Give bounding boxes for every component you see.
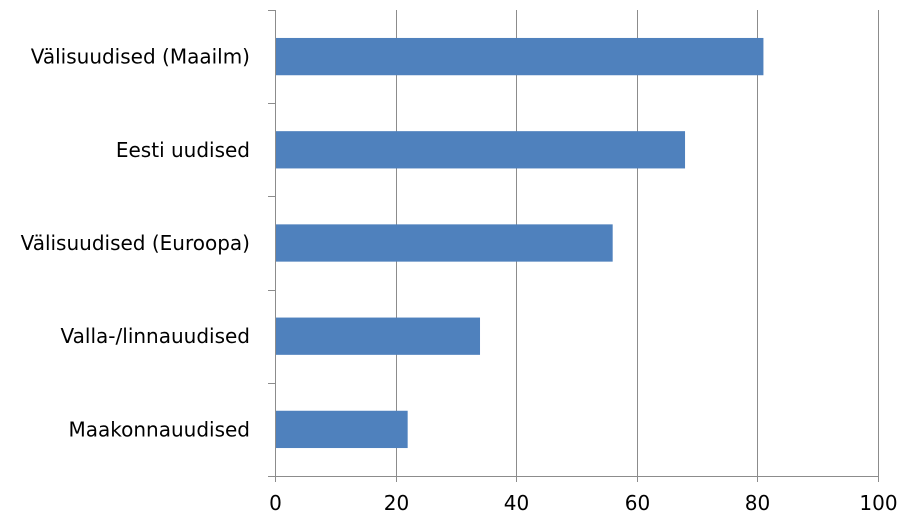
x-tick-label: 100 [859, 491, 897, 515]
bars [276, 37, 764, 449]
bar-5 [276, 410, 408, 449]
x-tick-label: 20 [384, 491, 409, 515]
x-tick-label: 80 [745, 491, 770, 515]
x-tick-label: 40 [504, 491, 529, 515]
bar-1 [276, 37, 764, 76]
category-labels: Välisuudised (Maailm) Eesti uudised Välisu… [21, 45, 250, 442]
category-label: Eesti uudised [116, 138, 250, 162]
category-label: Välisuudised (Euroopa) [21, 231, 250, 255]
category-label: Välisuudised (Maailm) [31, 45, 250, 69]
x-tick-label: 0 [269, 491, 282, 515]
category-label: Maakonnauudised [68, 417, 250, 441]
gridlines [396, 10, 879, 476]
bar-3 [276, 224, 613, 262]
x-tick-label: 60 [625, 491, 650, 515]
axes [268, 10, 879, 482]
bar-2 [276, 131, 686, 169]
x-tick-labels: 0 20 40 60 80 100 [269, 491, 897, 515]
bar-4 [276, 317, 481, 355]
category-label: Valla-/linnauudised [61, 324, 250, 348]
